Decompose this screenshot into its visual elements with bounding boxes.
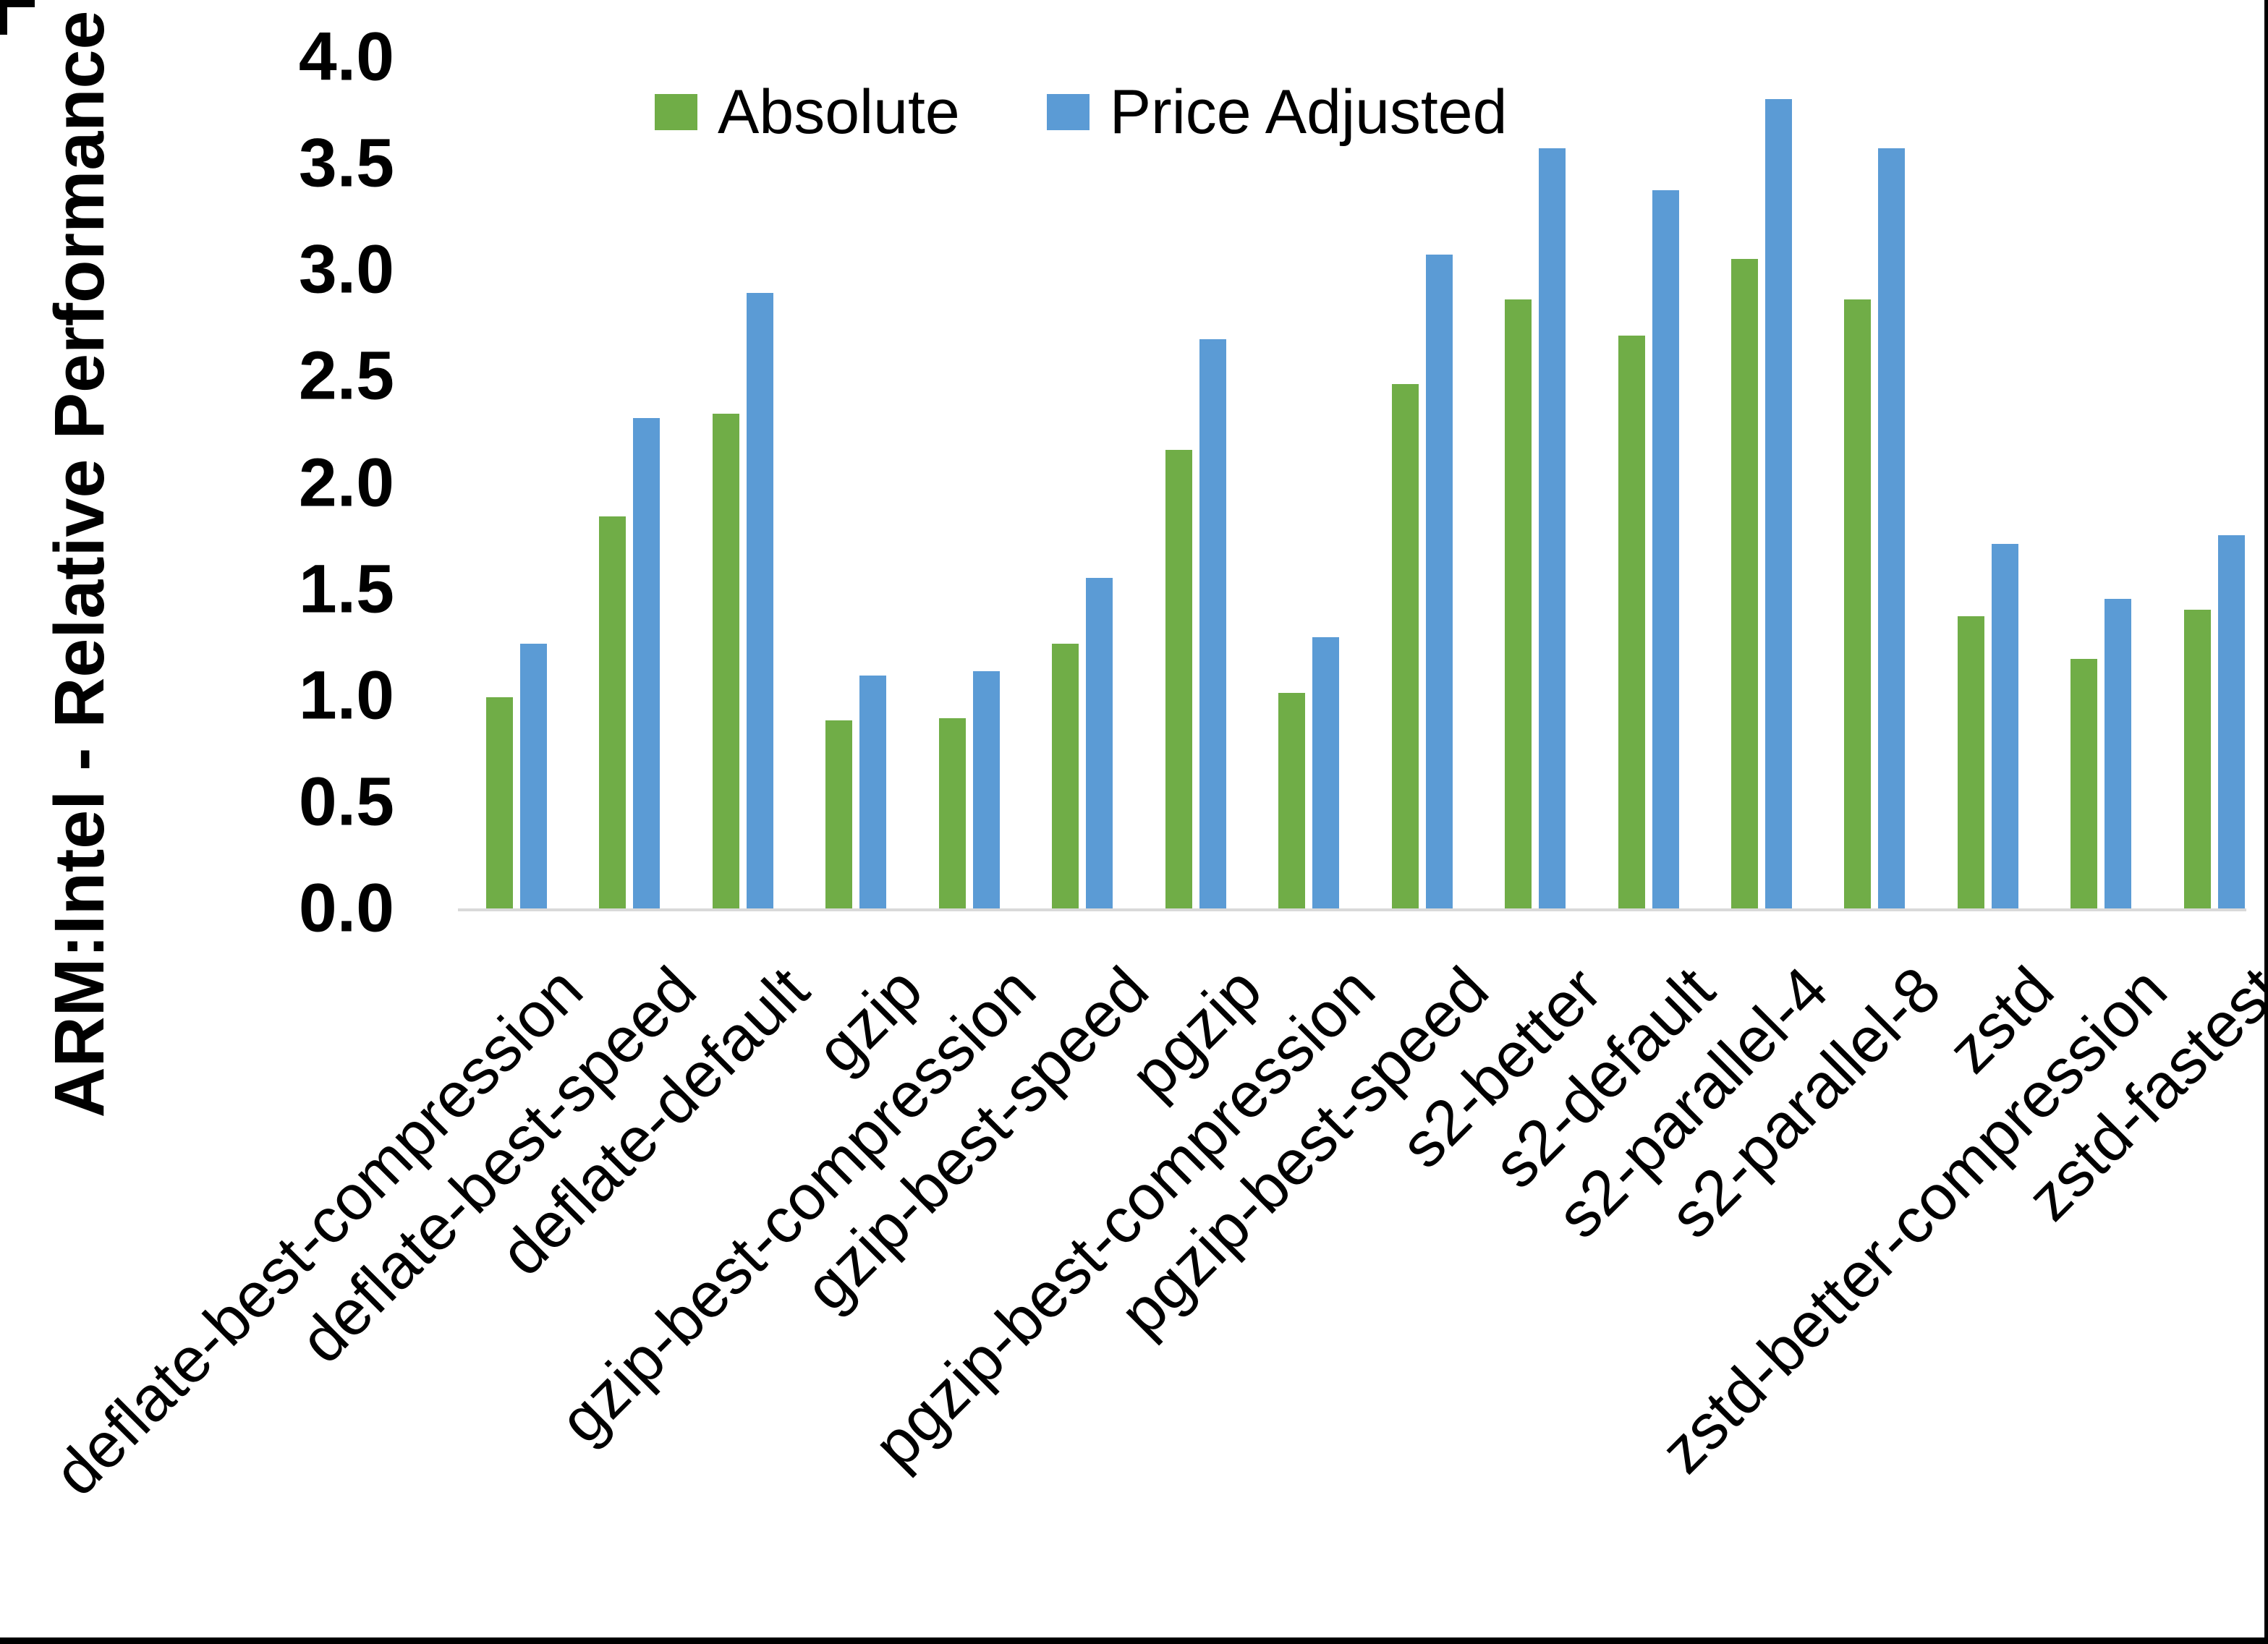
- bar-s2-parallel-8-absolute: [1844, 299, 1871, 910]
- y-tick-label: 2.0: [298, 444, 394, 521]
- bar-s2-parallel-8-price-adjusted: [1878, 148, 1905, 910]
- bar-pgzip-price-adjusted: [1199, 339, 1226, 910]
- bar-zstd-fastest-absolute: [2184, 610, 2211, 910]
- y-tick-label: 2.5: [298, 337, 394, 414]
- bar-deflate-best-compression-price-adjusted: [520, 644, 547, 910]
- bar-deflate-default-absolute: [713, 414, 739, 910]
- bar-deflate-best-speed-price-adjusted: [633, 418, 660, 910]
- bar-gzip-best-compression-absolute: [939, 718, 966, 910]
- legend-swatch-absolute: [655, 94, 697, 130]
- crop-corner-mark: [0, 0, 7, 35]
- bar-zstd-absolute: [1958, 616, 1984, 910]
- bar-zstd-better-compression-absolute: [2070, 659, 2097, 910]
- y-tick-label: 4.0: [298, 18, 394, 95]
- bar-pgzip-best-speed-price-adjusted: [1426, 255, 1453, 910]
- legend-item-price-adjusted: Price Adjusted: [1046, 77, 1508, 147]
- bar-s2-better-absolute: [1505, 299, 1532, 910]
- legend-label-price-adjusted: Price Adjusted: [1109, 77, 1508, 147]
- y-tick-label: 0.0: [298, 869, 394, 947]
- bar-gzip-best-speed-absolute: [1052, 644, 1079, 910]
- bar-gzip-absolute: [825, 720, 852, 910]
- y-axis-title: ARM:Intel - Relative Performance: [40, 10, 119, 1118]
- bar-zstd-better-compression-price-adjusted: [2105, 599, 2131, 910]
- legend: Absolute Price Adjusted: [655, 81, 1507, 143]
- y-tick-label: 1.0: [298, 657, 394, 734]
- y-tick-label: 3.0: [298, 231, 394, 308]
- bar-s2-default-price-adjusted: [1652, 190, 1679, 910]
- bar-s2-better-price-adjusted: [1539, 148, 1566, 910]
- bar-s2-parallel-4-price-adjusted: [1765, 99, 1792, 910]
- legend-label-absolute: Absolute: [718, 77, 960, 147]
- bar-pgzip-absolute: [1165, 450, 1192, 910]
- bar-zstd-fastest-price-adjusted: [2218, 535, 2245, 910]
- bar-pgzip-best-speed-absolute: [1392, 384, 1419, 910]
- bar-pgzip-best-compression-absolute: [1278, 693, 1305, 910]
- bar-gzip-best-compression-price-adjusted: [973, 671, 1000, 910]
- bar-deflate-best-compression-absolute: [486, 697, 513, 910]
- bar-zstd-price-adjusted: [1992, 544, 2018, 910]
- bar-gzip-best-speed-price-adjusted: [1086, 578, 1113, 910]
- bar-gzip-price-adjusted: [859, 676, 886, 910]
- bar-pgzip-best-compression-price-adjusted: [1312, 637, 1339, 910]
- y-tick-label: 0.5: [298, 763, 394, 840]
- legend-swatch-price-adjusted: [1046, 94, 1090, 130]
- bar-s2-parallel-4-absolute: [1731, 259, 1758, 910]
- legend-item-absolute: Absolute: [655, 81, 960, 143]
- bar-deflate-best-speed-absolute: [599, 516, 626, 910]
- bar-deflate-default-price-adjusted: [747, 293, 773, 910]
- bar-s2-default-absolute: [1618, 336, 1645, 910]
- y-tick-label: 3.5: [298, 124, 394, 202]
- crop-corner-mark: [0, 0, 35, 7]
- y-tick-label: 1.5: [298, 550, 394, 628]
- x-axis-line: [458, 908, 2246, 911]
